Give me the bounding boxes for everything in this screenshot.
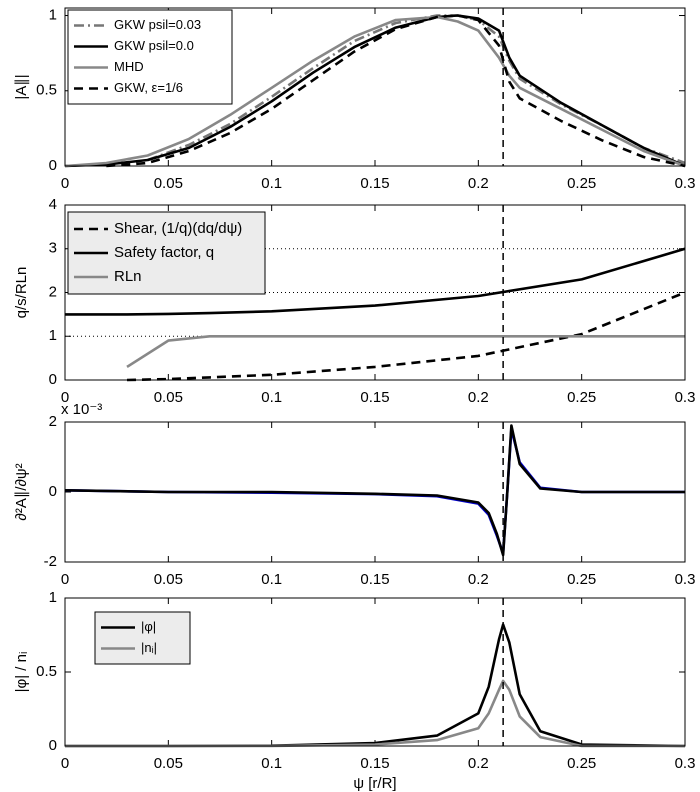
- series-line: [65, 247, 686, 316]
- plot-frame: [64, 7, 686, 167]
- x-tick-label: 0: [61, 175, 69, 192]
- x-tick-label: 0.1: [261, 571, 282, 588]
- x-tick-label: 0.25: [567, 175, 596, 192]
- y-tick-label: 2: [49, 283, 57, 300]
- x-tick-label: 0.3: [675, 389, 696, 406]
- y-tick-label: 1: [49, 589, 57, 606]
- panel: 0 0.05 0.1 0.15 0.2 0.25 0.3 0 1 2 3 4 q/s/RLn Shear,…: [13, 196, 695, 406]
- y-tick-label: 0: [49, 737, 57, 754]
- y-tick-label: 4: [49, 196, 57, 213]
- legend-label: GKW psil=0.03: [114, 17, 201, 32]
- x-tick-label: 0.2: [468, 389, 489, 406]
- y-tick-label: 2: [49, 413, 57, 430]
- y-axis-label: q/s/RLn: [13, 267, 30, 319]
- legend: |φ| |nᵢ|: [94, 611, 191, 665]
- legend: GKW psil=0.03 GKW psil=0.0 MHD GKW, ε=1/6: [67, 9, 233, 105]
- x-tick-label: 0.25: [567, 571, 596, 588]
- legend-label: GKW psil=0.0: [114, 38, 194, 53]
- plot-frame: [64, 421, 686, 563]
- x-tick-label: 0.3: [675, 175, 696, 192]
- x-tick-label: 0.3: [675, 755, 696, 772]
- panel: 0 0.05 0.1 0.15 0.2 0.25 0.3 0 0.5 1 |φ| / nᵢ ψ [r/…: [13, 589, 695, 792]
- series-line: [126, 291, 686, 382]
- x-tick-label: 0: [61, 755, 69, 772]
- panel: 0 0.05 0.1 0.15 0.2 0.25 0.3-202∂²A∥/∂ψ²x 10⁻³: [13, 401, 695, 588]
- legend-label: Shear, (1/q)(dq/dψ): [114, 220, 242, 237]
- x-tick-label: 0.05: [154, 175, 183, 192]
- y-axis-label: ∂²A∥/∂ψ²: [13, 463, 30, 520]
- x-axis-label: ψ [r/R]: [353, 775, 396, 792]
- y-tick-label: 0: [49, 371, 57, 388]
- x-tick-label: 0.2: [468, 755, 489, 772]
- axis-multiplier: x 10⁻³: [61, 401, 102, 418]
- legend-label: Safety factor, q: [114, 244, 214, 261]
- legend-label: MHD: [114, 59, 144, 74]
- series-line: [106, 14, 686, 168]
- y-axis-label: |φ| / nᵢ: [13, 652, 30, 693]
- x-tick-label: 0: [61, 571, 69, 588]
- legend-label: GKW, ε=1/6: [114, 80, 183, 95]
- y-tick-label: 1: [49, 327, 57, 344]
- y-tick-label: 0: [49, 483, 57, 500]
- x-tick-label: 0.15: [360, 175, 389, 192]
- panel: 0 0.05 0.1 0.15 0.2 0.25 0.3 0 0.5 1 |A∥| GKW psil=…: [13, 6, 695, 191]
- x-tick-label: 0.05: [154, 755, 183, 772]
- legend-box: [94, 611, 191, 665]
- legend-label: |nᵢ|: [141, 640, 157, 655]
- series-line: [64, 424, 685, 557]
- y-tick-label: 0: [49, 157, 57, 174]
- x-tick-label: 0.1: [261, 389, 282, 406]
- x-tick-label: 0.15: [360, 571, 389, 588]
- x-tick-label: 0.15: [360, 755, 389, 772]
- y-tick-label: 1: [49, 6, 57, 23]
- x-tick-label: 0.25: [567, 389, 596, 406]
- y-axis-label: |A∥|: [13, 74, 30, 99]
- series-line: [126, 335, 685, 368]
- y-tick-label: 0.5: [36, 663, 57, 680]
- y-tick-label: 3: [49, 240, 57, 257]
- x-tick-label: 0.05: [154, 571, 183, 588]
- plot-frame: [64, 204, 686, 381]
- x-tick-label: 0.2: [468, 571, 489, 588]
- legend-label: |φ|: [141, 619, 156, 634]
- x-tick-label: 0.1: [261, 175, 282, 192]
- x-tick-label: 0.05: [154, 389, 183, 406]
- y-tick-label: -2: [44, 553, 57, 570]
- x-tick-label: 0.2: [468, 175, 489, 192]
- y-tick-label: 0.5: [36, 82, 57, 99]
- plot-frame: [64, 597, 686, 747]
- legend: Shear, (1/q)(dq/dψ) Safety factor, q RLn: [67, 211, 266, 295]
- legend-label: RLn: [114, 268, 142, 285]
- x-tick-label: 0.25: [567, 755, 596, 772]
- x-tick-label: 0.15: [360, 389, 389, 406]
- x-tick-label: 0.1: [261, 755, 282, 772]
- x-tick-label: 0: [61, 389, 69, 406]
- x-tick-label: 0.3: [675, 571, 696, 588]
